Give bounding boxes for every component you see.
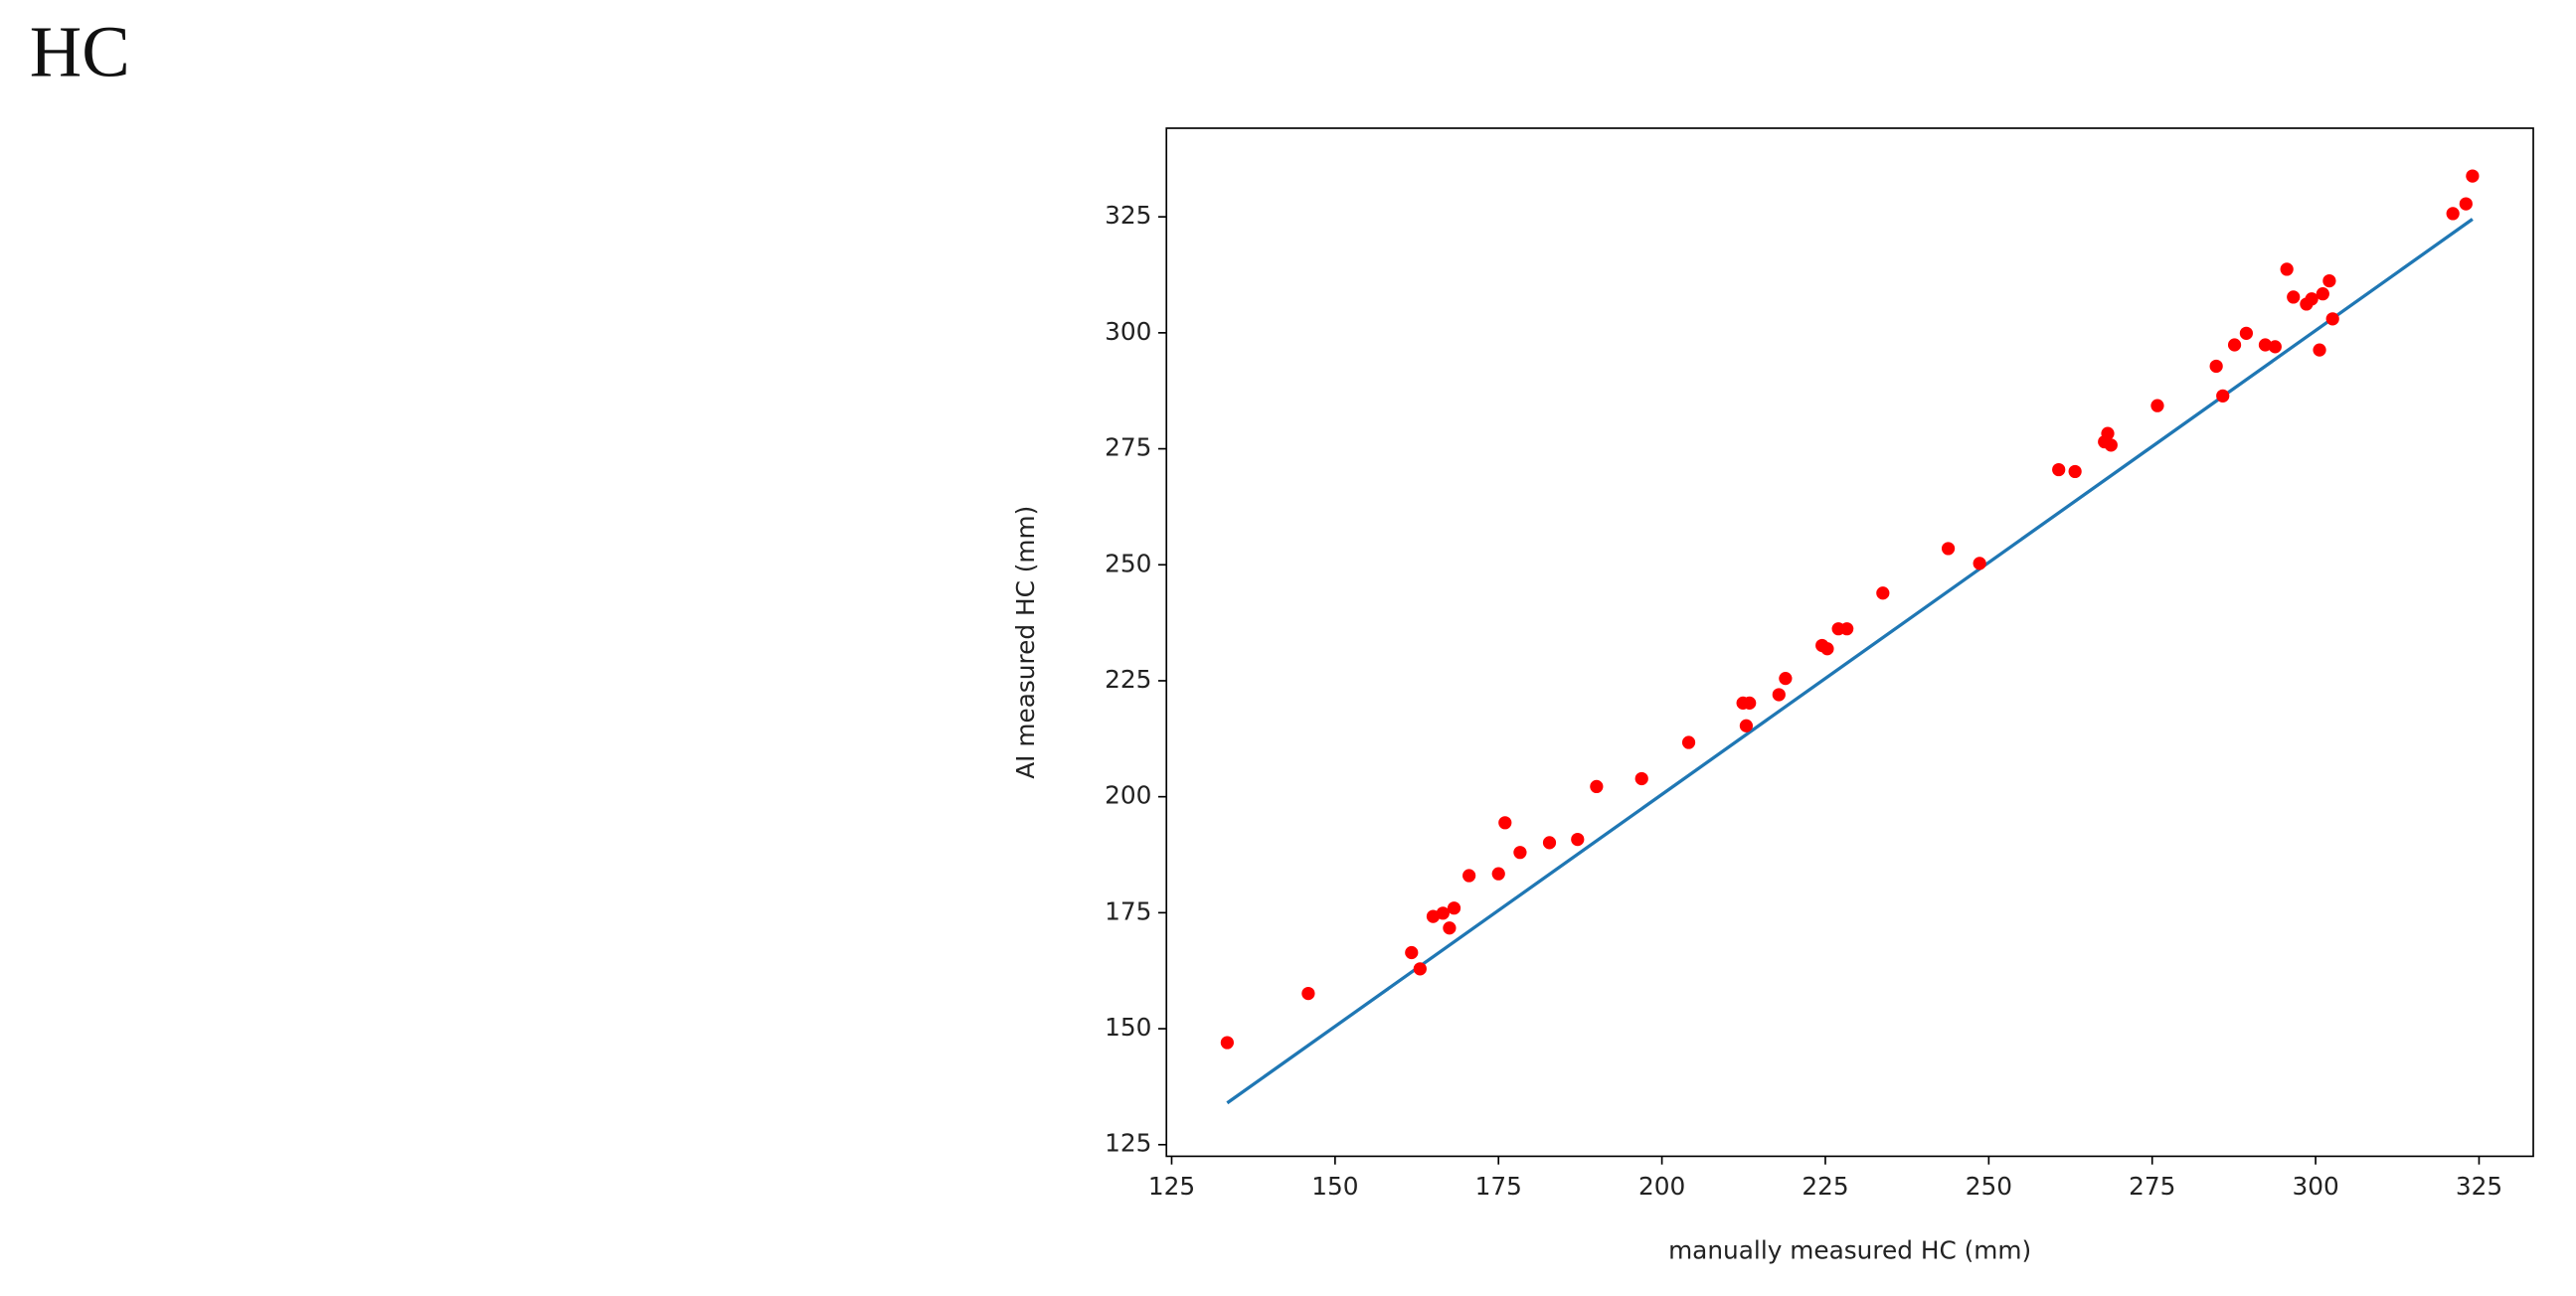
x-tick-label: 250 xyxy=(1966,1172,2012,1201)
point xyxy=(1590,779,1604,793)
x-tick-label: 300 xyxy=(2292,1172,2338,1201)
point xyxy=(2068,464,2082,479)
point xyxy=(1634,771,1648,786)
x-tick-label: 325 xyxy=(2456,1172,2502,1201)
point xyxy=(1447,901,1461,915)
point xyxy=(1413,962,1427,976)
x-tick-label: 200 xyxy=(1638,1172,1685,1201)
point xyxy=(2325,312,2339,326)
plot-frame xyxy=(1165,127,2534,1158)
point xyxy=(1498,816,1512,830)
point xyxy=(2209,359,2223,374)
point xyxy=(1681,735,1696,749)
point xyxy=(1405,945,1419,960)
point xyxy=(1820,642,1834,656)
x-tick-label: 150 xyxy=(1311,1172,1358,1201)
y-tick-label: 125 xyxy=(1105,1129,1151,1158)
point xyxy=(2052,462,2066,477)
point xyxy=(1542,836,1557,850)
point xyxy=(1973,557,1986,570)
point xyxy=(2466,169,2480,183)
y-tick-label: 275 xyxy=(1105,433,1151,462)
point xyxy=(2101,426,2115,440)
point xyxy=(2316,287,2329,301)
point xyxy=(2287,290,2301,304)
point xyxy=(1739,719,1754,732)
chart-title: HC xyxy=(30,11,130,91)
point xyxy=(1571,832,1585,847)
x-tick-label: 175 xyxy=(1475,1172,1522,1201)
point xyxy=(2322,273,2336,288)
y-tick-label: 175 xyxy=(1105,896,1151,925)
x-tick-label: 225 xyxy=(1802,1172,1848,1201)
point xyxy=(1779,672,1793,686)
point xyxy=(1772,688,1786,702)
point xyxy=(2459,197,2473,211)
point xyxy=(2280,262,2294,276)
point xyxy=(1491,867,1505,881)
point xyxy=(2313,343,2326,357)
point xyxy=(2305,292,2318,306)
point xyxy=(1301,986,1315,1001)
x-axis-label: manually measured HC (mm) xyxy=(1668,1235,2031,1264)
y-tick-label: 150 xyxy=(1105,1013,1151,1042)
point xyxy=(2258,338,2273,352)
x-tick-label: 125 xyxy=(1148,1172,1195,1201)
point xyxy=(2150,399,2164,412)
y-tick-label: 300 xyxy=(1105,317,1151,346)
point xyxy=(1840,622,1854,636)
point xyxy=(1220,1036,1234,1050)
y-tick-label: 325 xyxy=(1105,201,1151,230)
point xyxy=(2268,340,2282,354)
point xyxy=(2239,326,2254,340)
y-axis-label: AI measured HC (mm) xyxy=(1011,506,1040,779)
point xyxy=(1462,869,1476,883)
y-tick-label: 225 xyxy=(1105,665,1151,694)
point xyxy=(2227,338,2242,352)
point xyxy=(2216,389,2230,403)
point xyxy=(1941,542,1956,556)
x-tick-label: 275 xyxy=(2129,1172,2175,1201)
point xyxy=(2104,438,2118,452)
reference-line xyxy=(1226,218,2474,1105)
point xyxy=(1876,586,1890,600)
point xyxy=(2446,207,2460,221)
point xyxy=(1443,921,1457,935)
point xyxy=(1513,846,1527,860)
y-tick-label: 250 xyxy=(1105,549,1151,577)
point xyxy=(1743,696,1757,710)
y-tick-label: 200 xyxy=(1105,781,1151,810)
point xyxy=(1436,906,1450,920)
